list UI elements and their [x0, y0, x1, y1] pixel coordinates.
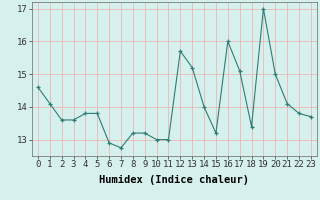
X-axis label: Humidex (Indice chaleur): Humidex (Indice chaleur) [100, 175, 249, 185]
